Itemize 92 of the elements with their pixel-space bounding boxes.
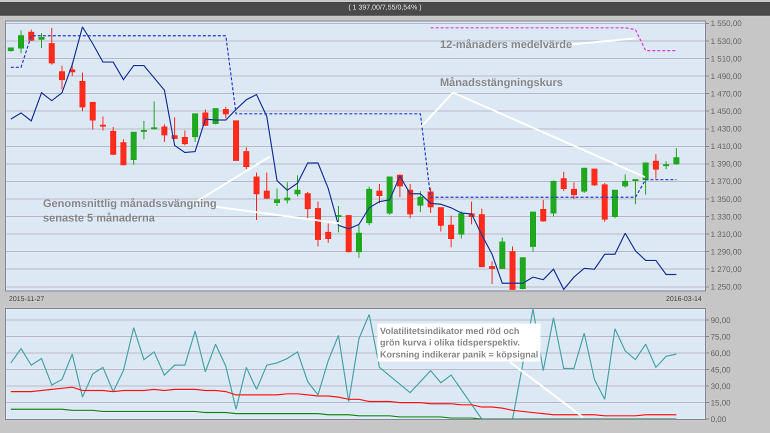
candlestick <box>386 176 393 216</box>
y-tick-label: 1 510,00 <box>710 54 742 64</box>
y-tick-label: 45,00 <box>710 365 732 374</box>
candlestick <box>233 120 240 161</box>
candlestick <box>264 172 270 200</box>
candlestick <box>314 201 321 247</box>
candlestick <box>642 162 649 196</box>
y-tick-label: 30,00 <box>710 382 732 391</box>
y-tick-label: 1 250,00 <box>710 282 742 292</box>
y-tick-label: 1 410,00 <box>710 142 742 152</box>
candlestick <box>130 132 137 166</box>
y-tick-label: 1 450,00 <box>710 107 742 116</box>
candlestick <box>581 168 588 194</box>
y-tick-label: 1 290,00 <box>710 247 742 256</box>
candlestick <box>100 116 106 132</box>
candlestick <box>448 215 454 248</box>
y-tick-label: 0,00 <box>710 414 727 424</box>
candlestick <box>622 174 628 188</box>
candlestick <box>510 246 516 290</box>
candlestick <box>304 191 311 219</box>
candlestick <box>346 215 352 254</box>
y-tick-label: 1 390,00 <box>710 160 742 169</box>
y-tick-label: 15,00 <box>710 398 732 408</box>
candlestick <box>110 126 116 156</box>
annotation: Månadsstängningskurs <box>440 76 563 89</box>
candlestick <box>8 48 14 52</box>
y-tick-label: 1 430,00 <box>710 124 742 134</box>
candlestick <box>172 116 178 140</box>
y-tick-label: 1 490,00 <box>710 72 742 81</box>
candlestick <box>182 130 188 146</box>
candlestick <box>438 207 444 232</box>
candlestick <box>550 180 556 218</box>
y-tick-label: 1 370,00 <box>710 177 742 186</box>
candlestick <box>79 72 86 112</box>
y-tick-label: 60,00 <box>710 348 732 358</box>
candlestick <box>140 120 147 140</box>
y-tick-label: 1 330,00 <box>710 212 742 222</box>
candlestick <box>18 30 24 54</box>
candlestick <box>325 223 332 244</box>
candlestick <box>48 27 55 66</box>
annotation: Genomsnittlig månadssvängning senaste 5 månaderna <box>43 197 217 224</box>
y-tick-label: 90,00 <box>710 316 732 325</box>
line-series <box>10 35 677 198</box>
candlestick <box>520 257 526 290</box>
candlestick <box>652 154 659 180</box>
candlestick <box>612 190 618 219</box>
y-tick-label: 1 310,00 <box>710 230 742 239</box>
candlestick <box>335 205 342 233</box>
y-tick-label: 1 530,00 <box>710 36 742 46</box>
candlestick <box>478 208 485 268</box>
candlestick <box>243 146 250 170</box>
candlestick <box>458 210 464 239</box>
candlestick <box>38 32 45 49</box>
annotation: Volatilitetsindikator med röd och grön kurva i olika tidsperspektiv. Korsning indikerar panik = köpsignal <box>380 326 538 360</box>
candlestick <box>254 172 260 221</box>
candlestick <box>274 188 280 206</box>
y-tick-label: 1 350,00 <box>710 194 742 204</box>
line-series <box>10 386 677 416</box>
candlestick <box>222 106 229 119</box>
candlestick <box>499 237 506 269</box>
y-tick-label: 1 550,00 <box>710 19 742 28</box>
candlestick <box>366 186 372 226</box>
y-tick-label: 75,00 <box>710 332 732 342</box>
candlestick <box>90 102 96 130</box>
candlestick <box>663 160 670 170</box>
line-series <box>10 308 677 420</box>
candlestick <box>284 182 290 204</box>
line-series <box>10 26 677 290</box>
candlestick <box>570 182 577 200</box>
candlestick <box>120 138 126 166</box>
candlestick <box>489 260 496 285</box>
candlestick <box>212 108 219 125</box>
candlestick <box>560 171 567 192</box>
candlestick <box>58 65 65 90</box>
candlestick <box>591 168 598 186</box>
y-tick-label: 1 270,00 <box>710 264 742 274</box>
candlestick <box>417 190 424 213</box>
candlestick <box>192 113 198 142</box>
candlestick <box>376 184 382 204</box>
y-tick-label: 1 470,00 <box>710 89 742 98</box>
candlestick <box>673 148 680 166</box>
candlestick <box>407 184 414 219</box>
candlestick <box>151 101 158 130</box>
candlestick <box>294 174 301 197</box>
candlestick <box>161 124 168 142</box>
candlestick <box>602 182 608 222</box>
candlestick <box>632 179 638 205</box>
line-series <box>10 408 677 420</box>
candlestick <box>540 199 546 222</box>
candlestick <box>530 212 536 252</box>
annotation: 12-månaders medelvärde <box>440 38 572 51</box>
candlestick <box>356 224 362 258</box>
